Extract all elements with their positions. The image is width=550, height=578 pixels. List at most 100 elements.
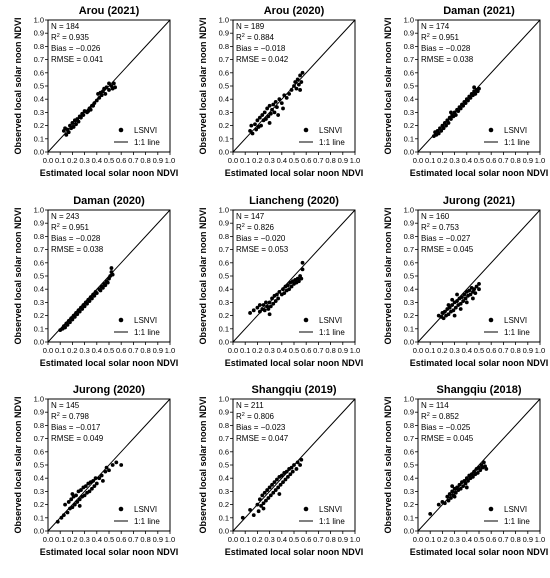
data-point bbox=[471, 474, 475, 479]
y-tick-label: 0.1 bbox=[34, 134, 44, 143]
data-point bbox=[255, 502, 260, 507]
x-axis-label: Estimated local solar noon NDVI bbox=[410, 168, 549, 178]
stat-bias: Bias = −0.017 bbox=[51, 423, 101, 432]
x-tick-label: 1.0 bbox=[165, 535, 175, 544]
y-tick-label: 0.7 bbox=[404, 434, 414, 443]
x-tick-label: 0.0 bbox=[413, 535, 423, 544]
data-point bbox=[83, 484, 88, 489]
data-point bbox=[282, 93, 287, 98]
x-tick-label: 0.4 bbox=[92, 535, 102, 544]
x-tick-label: 0.3 bbox=[264, 156, 274, 165]
data-point bbox=[299, 457, 304, 462]
data-point bbox=[103, 92, 108, 96]
data-point bbox=[284, 469, 289, 474]
data-point bbox=[294, 86, 299, 91]
scatter-panel: Shangqiu (2018)0.00.00.10.10.20.20.30.30… bbox=[383, 384, 548, 557]
data-point bbox=[261, 501, 266, 506]
scatter-panel: Jurong (2021)0.00.00.10.10.20.20.30.30.4… bbox=[383, 195, 548, 368]
one-to-one-line bbox=[417, 209, 541, 343]
x-tick-label: 0.7 bbox=[128, 156, 138, 165]
data-point bbox=[55, 519, 60, 524]
x-tick-label: 1.0 bbox=[165, 346, 175, 355]
scatter-panel: Arou (2020)0.00.00.10.10.20.20.30.30.40.… bbox=[198, 5, 363, 178]
stat-bias: Bias = −0.027 bbox=[421, 234, 471, 243]
data-point bbox=[267, 300, 272, 305]
data-point bbox=[271, 301, 276, 306]
data-point bbox=[462, 292, 467, 297]
x-tick-label: 0.3 bbox=[79, 156, 89, 165]
data-point bbox=[441, 316, 446, 321]
data-point bbox=[79, 488, 83, 492]
stat-bias: Bias = −0.028 bbox=[421, 44, 471, 53]
data-point bbox=[86, 109, 91, 113]
y-tick-label: 0.8 bbox=[404, 421, 414, 430]
y-tick-label: 0.6 bbox=[404, 258, 414, 267]
data-point bbox=[299, 276, 304, 281]
x-tick-label: 0.5 bbox=[289, 156, 299, 165]
data-point bbox=[87, 489, 92, 494]
x-tick-label: 0.4 bbox=[462, 346, 472, 355]
data-point bbox=[271, 490, 276, 495]
data-point bbox=[270, 296, 274, 301]
y-tick-label: 0.8 bbox=[34, 42, 44, 51]
data-point bbox=[107, 88, 111, 92]
y-tick-label: 0.4 bbox=[219, 285, 229, 294]
data-point bbox=[278, 482, 283, 487]
x-tick-label: 0.9 bbox=[153, 535, 163, 544]
x-tick-label: 0.2 bbox=[437, 346, 447, 355]
data-point bbox=[74, 122, 78, 127]
data-point bbox=[70, 121, 75, 125]
data-point bbox=[101, 285, 105, 290]
data-point bbox=[289, 88, 294, 92]
y-tick-label: 0.8 bbox=[404, 232, 414, 241]
data-point bbox=[102, 86, 107, 91]
data-point bbox=[257, 497, 262, 502]
stat-r2: R2 = 0.753 bbox=[421, 223, 460, 232]
x-tick-label: 0.6 bbox=[301, 156, 311, 165]
data-point bbox=[468, 292, 473, 297]
x-tick-label: 0.4 bbox=[277, 346, 287, 355]
data-point bbox=[447, 492, 452, 496]
stat-r2: R2 = 0.852 bbox=[421, 412, 460, 421]
x-tick-label: 0.6 bbox=[486, 535, 496, 544]
data-point bbox=[97, 476, 102, 481]
x-tick-label: 0.8 bbox=[140, 535, 150, 544]
stat-rmse: RMSE = 0.042 bbox=[236, 55, 289, 64]
y-tick-label: 0.1 bbox=[219, 513, 229, 522]
data-point bbox=[287, 92, 292, 96]
data-point bbox=[240, 515, 245, 520]
data-point bbox=[460, 295, 464, 300]
legend-marker bbox=[118, 506, 124, 512]
data-point bbox=[472, 287, 477, 292]
stat-rmse: RMSE = 0.049 bbox=[51, 434, 104, 443]
data-point bbox=[75, 312, 80, 317]
x-tick-label: 0.0 bbox=[43, 346, 53, 355]
legend-marker bbox=[303, 127, 309, 133]
x-tick-label: 0.1 bbox=[55, 156, 65, 165]
data-point bbox=[442, 501, 447, 506]
data-point bbox=[446, 303, 451, 307]
x-tick-label: 0.1 bbox=[240, 535, 250, 544]
data-point bbox=[94, 98, 99, 103]
y-axis-label: Observed local solar noon NDVI bbox=[198, 207, 208, 344]
x-tick-label: 0.7 bbox=[313, 535, 323, 544]
x-tick-label: 1.0 bbox=[350, 156, 360, 165]
data-point bbox=[72, 502, 77, 507]
x-tick-label: 0.0 bbox=[228, 535, 238, 544]
y-tick-label: 0.7 bbox=[219, 434, 229, 443]
y-tick-label: 1.0 bbox=[34, 206, 44, 215]
data-point bbox=[284, 95, 289, 100]
x-tick-label: 0.4 bbox=[92, 156, 102, 165]
x-tick-label: 0.5 bbox=[474, 535, 484, 544]
y-tick-label: 1.0 bbox=[404, 206, 414, 215]
stat-n: N = 145 bbox=[51, 401, 80, 410]
x-tick-label: 0.6 bbox=[486, 156, 496, 165]
data-point bbox=[275, 105, 279, 110]
data-point bbox=[446, 312, 451, 317]
x-tick-label: 0.5 bbox=[104, 156, 114, 165]
data-point bbox=[70, 317, 75, 322]
y-tick-label: 0.6 bbox=[219, 68, 229, 77]
x-tick-label: 0.1 bbox=[425, 535, 435, 544]
data-point bbox=[248, 507, 252, 512]
